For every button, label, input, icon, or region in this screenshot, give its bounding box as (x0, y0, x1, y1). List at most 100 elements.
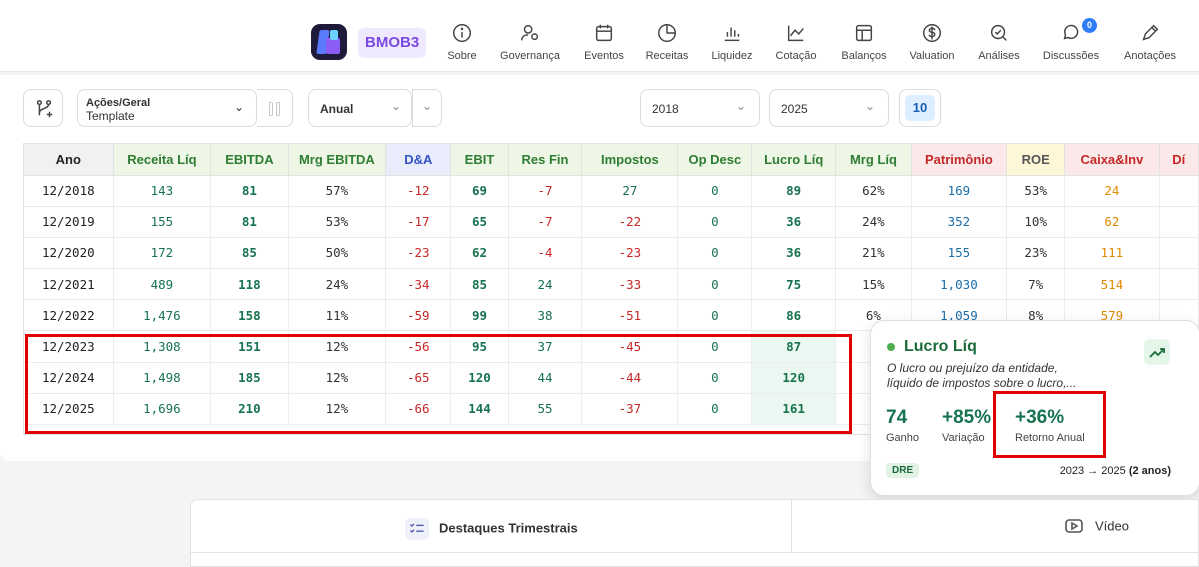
table-cell[interactable]: 69 (450, 175, 509, 207)
period-select[interactable]: Anual ⌄ (308, 89, 412, 127)
template-select[interactable]: Ações/Geral Template ⌄ (77, 89, 257, 127)
table-cell[interactable]: 99 (450, 299, 509, 332)
table-cell[interactable]: -51 (581, 299, 679, 332)
trend-up-button[interactable] (1144, 339, 1170, 365)
table-cell[interactable]: 81 (210, 206, 289, 238)
table-cell[interactable]: 15% (835, 268, 912, 301)
table-cell[interactable]: -17 (385, 206, 452, 238)
table-cell[interactable]: 0 (677, 175, 753, 207)
table-cell[interactable]: 57% (288, 175, 387, 207)
table-cell[interactable] (1159, 268, 1199, 301)
period-extra-button[interactable]: ⌄ (412, 89, 442, 127)
table-cell[interactable]: -44 (581, 362, 679, 394)
nav-valuation[interactable]: Valuation (909, 22, 955, 66)
table-cell[interactable]: -12 (385, 175, 452, 207)
table-row[interactable]: 12/2019 155 81 53% -17 65 -7 -22 0 36 24% 352 10% 62 (24, 206, 1199, 238)
table-cell[interactable]: 62% (835, 175, 912, 207)
table-cell[interactable]: 62 (450, 237, 509, 270)
table-cell[interactable]: 36 (751, 206, 837, 238)
table-cell[interactable]: 89 (751, 175, 837, 207)
columns-toggle-button[interactable] (257, 89, 293, 127)
nav-receitas[interactable]: Receitas (645, 22, 689, 66)
table-cell[interactable]: 53% (1006, 175, 1066, 207)
column-header[interactable]: EBITDA (210, 144, 289, 176)
table-cell[interactable]: 38 (508, 299, 583, 332)
table-cell[interactable]: 27 (581, 175, 679, 207)
table-cell[interactable]: 53% (288, 206, 387, 238)
tab-destaques-trimestrais[interactable]: Destaques Trimestrais (405, 518, 578, 540)
table-cell[interactable]: -65 (385, 362, 452, 394)
table-cell[interactable]: 86 (751, 299, 837, 332)
column-header[interactable]: Mrg Líq (835, 144, 912, 176)
table-cell[interactable]: 111 (1064, 237, 1160, 270)
table-cell[interactable]: 44 (508, 362, 583, 394)
table-cell[interactable]: 155 (113, 206, 212, 238)
table-cell[interactable]: -22 (581, 206, 679, 238)
table-row[interactable]: 12/2021 489 118 24% -34 85 24 -33 0 75 15% 1,030 7% 5… (24, 268, 1199, 301)
table-cell[interactable]: 12% (288, 393, 387, 426)
table-cell[interactable]: 10% (1006, 206, 1066, 238)
table-cell[interactable] (1159, 237, 1199, 270)
table-cell[interactable]: 0 (677, 393, 753, 426)
table-cell[interactable]: -23 (385, 237, 452, 270)
start-year-select[interactable]: 2018 ⌄ (640, 89, 760, 127)
table-cell[interactable]: 11% (288, 299, 387, 332)
table-cell[interactable]: -33 (581, 268, 679, 301)
company-logo[interactable] (311, 24, 347, 60)
nav-analises[interactable]: Análises (976, 22, 1022, 66)
column-header[interactable]: Patrimônio (911, 144, 1008, 176)
table-cell[interactable]: 158 (210, 299, 289, 332)
tab-video[interactable]: Vídeo (1065, 518, 1129, 536)
table-cell[interactable]: 55 (508, 393, 583, 426)
table-row[interactable]: 12/2024 1,498 185 12% -65 120 44 -44 0 120 (24, 362, 1199, 394)
branch-add-button[interactable] (23, 89, 63, 127)
table-cell[interactable]: 0 (677, 268, 753, 301)
table-cell[interactable] (1159, 175, 1199, 207)
table-cell[interactable]: 65 (450, 206, 509, 238)
table-cell[interactable]: 85 (450, 268, 509, 301)
table-cell[interactable]: 514 (1064, 268, 1160, 301)
table-cell[interactable]: 185 (210, 362, 289, 394)
table-cell[interactable]: 169 (911, 175, 1008, 207)
table-row[interactable]: 12/2018 143 81 57% -12 69 -7 27 0 89 62% 169 53% 24 (24, 175, 1199, 207)
column-header[interactable]: Receita Líq (113, 144, 212, 176)
table-cell[interactable]: 50% (288, 237, 387, 270)
table-cell[interactable]: 0 (677, 206, 753, 238)
table-cell[interactable]: -7 (508, 206, 583, 238)
table-cell[interactable]: 12% (288, 362, 387, 394)
table-cell[interactable]: 85 (210, 237, 289, 270)
nav-balancos[interactable]: Balanços (840, 22, 888, 66)
table-cell[interactable]: -59 (385, 299, 452, 332)
end-year-select[interactable]: 2025 ⌄ (769, 89, 889, 127)
table-cell[interactable]: 210 (210, 393, 289, 426)
table-cell[interactable]: 489 (113, 268, 212, 301)
table-cell[interactable]: 24 (508, 268, 583, 301)
column-header[interactable]: EBIT (450, 144, 509, 176)
table-cell[interactable]: -37 (581, 393, 679, 426)
column-header[interactable]: Caixa&Inv (1064, 144, 1160, 176)
count-box[interactable]: 10 (899, 89, 941, 127)
table-cell[interactable] (1159, 206, 1199, 238)
column-header[interactable]: Impostos (581, 144, 679, 176)
nav-eventos[interactable]: Eventos (582, 22, 626, 66)
column-header[interactable]: Dí (1159, 144, 1199, 176)
table-cell[interactable]: 81 (210, 175, 289, 207)
table-cell[interactable]: 120 (450, 362, 509, 394)
column-header[interactable]: Res Fin (508, 144, 583, 176)
table-cell[interactable]: 120 (751, 362, 837, 394)
nav-governanca[interactable]: Governança (499, 22, 561, 66)
nav-cotacao[interactable]: Cotação (774, 22, 818, 66)
column-header[interactable]: Mrg EBITDA (288, 144, 387, 176)
table-cell[interactable]: 1,696 (113, 393, 212, 426)
table-cell[interactable]: -7 (508, 175, 583, 207)
table-cell[interactable]: 144 (450, 393, 509, 426)
table-cell[interactable]: 172 (113, 237, 212, 270)
table-cell[interactable]: 155 (911, 237, 1008, 270)
table-cell[interactable]: -66 (385, 393, 452, 426)
table-cell[interactable]: -23 (581, 237, 679, 270)
table-cell[interactable]: 23% (1006, 237, 1066, 270)
table-cell[interactable]: 21% (835, 237, 912, 270)
table-cell[interactable]: 36 (751, 237, 837, 270)
table-cell[interactable]: 0 (677, 362, 753, 394)
table-cell[interactable]: 0 (677, 299, 753, 332)
